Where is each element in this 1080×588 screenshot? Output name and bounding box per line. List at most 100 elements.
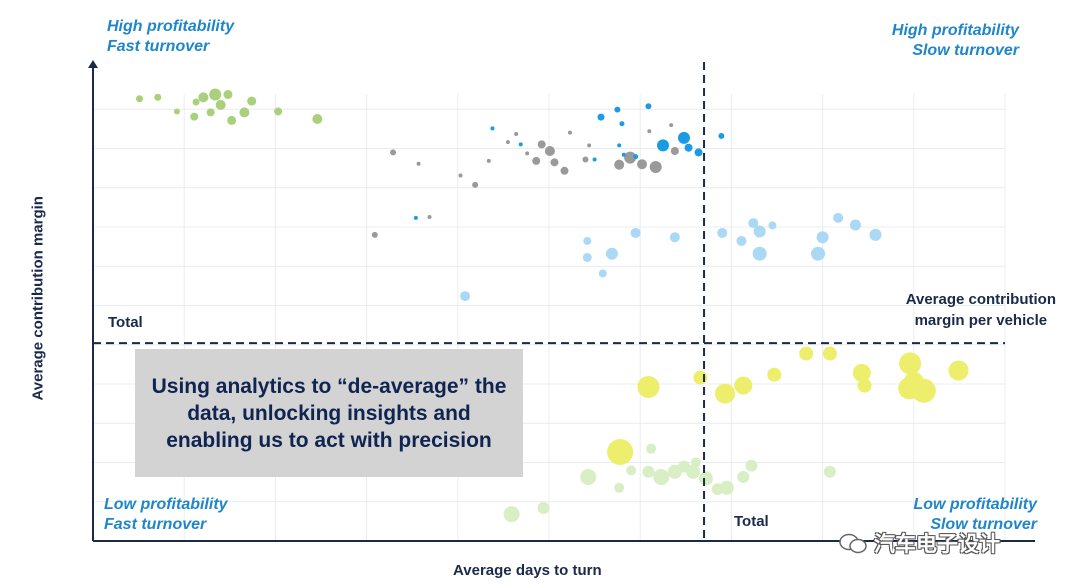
watermark-text: 汽车电子设计 bbox=[874, 533, 1000, 556]
data-point bbox=[693, 370, 708, 385]
data-point bbox=[684, 143, 693, 152]
data-point bbox=[948, 360, 969, 381]
data-point bbox=[799, 346, 814, 361]
data-point bbox=[657, 139, 669, 152]
data-point bbox=[617, 143, 622, 148]
data-point bbox=[605, 247, 618, 260]
data-point bbox=[833, 212, 844, 223]
data-point bbox=[274, 107, 283, 116]
reference-lines bbox=[93, 62, 1005, 541]
data-point bbox=[209, 88, 222, 101]
data-point bbox=[633, 154, 639, 160]
data-point bbox=[637, 159, 648, 170]
data-point bbox=[670, 147, 679, 156]
quadrant-label-bottom-right: Low profitability Slow turnover bbox=[913, 495, 1037, 535]
data-point bbox=[312, 113, 323, 124]
data-point bbox=[390, 149, 397, 156]
data-point bbox=[192, 98, 200, 106]
annotation-line: Average contribution bbox=[905, 291, 1056, 308]
data-point bbox=[737, 470, 750, 483]
data-point bbox=[669, 123, 674, 128]
data-point bbox=[637, 375, 660, 398]
quadrant-label-line: Slow turnover bbox=[930, 516, 1037, 533]
data-point bbox=[215, 99, 226, 110]
data-point bbox=[614, 159, 625, 170]
data-point bbox=[239, 107, 250, 118]
data-point bbox=[413, 215, 418, 220]
data-point bbox=[745, 459, 758, 472]
data-point bbox=[849, 219, 861, 231]
y-axis-title: Average contribution margin bbox=[29, 196, 47, 401]
data-point bbox=[582, 156, 589, 163]
data-point bbox=[649, 161, 662, 174]
x-axis-title: Average days to turn bbox=[453, 562, 602, 579]
quadrant-label-line: High profitability bbox=[891, 22, 1019, 39]
data-point bbox=[811, 246, 826, 261]
data-point bbox=[560, 166, 569, 175]
data-point bbox=[767, 367, 782, 382]
data-point bbox=[899, 352, 922, 375]
data-point bbox=[753, 225, 766, 238]
annotation-line: margin per vehicle bbox=[914, 312, 1048, 329]
data-point bbox=[537, 502, 550, 515]
data-point bbox=[715, 383, 736, 404]
data-point bbox=[645, 103, 652, 110]
data-point bbox=[582, 252, 592, 262]
quadrant-label-bottom-left: Low profitability Fast turnover bbox=[104, 495, 228, 535]
data-point bbox=[136, 95, 144, 103]
data-point bbox=[694, 148, 703, 157]
data-point bbox=[567, 130, 572, 135]
data-point bbox=[630, 227, 641, 238]
data-point bbox=[857, 378, 872, 393]
data-point bbox=[621, 152, 626, 157]
data-point bbox=[752, 246, 767, 261]
data-point bbox=[173, 108, 180, 115]
total-vertical-label: Total bbox=[734, 513, 769, 530]
data-point bbox=[624, 151, 637, 164]
data-point bbox=[592, 157, 597, 162]
data-point bbox=[607, 438, 634, 465]
quadrant-label-top-right: High profitability Slow turnover bbox=[892, 21, 1019, 61]
data-point bbox=[717, 227, 728, 238]
data-point bbox=[597, 113, 605, 121]
quadrant-label-line: Slow turnover bbox=[912, 42, 1019, 59]
data-point bbox=[525, 151, 530, 156]
data-point bbox=[736, 235, 747, 246]
data-point bbox=[642, 465, 655, 478]
insight-callout-text: Using analytics to “de-average” the data… bbox=[151, 374, 507, 452]
data-point bbox=[748, 218, 759, 229]
data-point bbox=[544, 146, 555, 157]
data-point bbox=[580, 468, 597, 485]
data-point bbox=[486, 158, 491, 163]
data-point bbox=[698, 471, 713, 486]
data-point bbox=[898, 377, 921, 400]
quadrant-label-line: High profitability bbox=[107, 18, 235, 35]
watermark: 汽车电子设计 bbox=[838, 528, 1000, 558]
insight-callout-box: Using analytics to “de-average” the data… bbox=[135, 349, 523, 477]
data-point bbox=[223, 89, 233, 99]
data-point bbox=[614, 106, 621, 113]
data-point bbox=[505, 140, 510, 145]
data-point bbox=[514, 132, 519, 137]
data-point bbox=[852, 363, 871, 382]
data-point bbox=[460, 291, 471, 302]
data-point bbox=[247, 96, 257, 106]
data-point bbox=[619, 121, 625, 127]
data-point bbox=[718, 132, 725, 139]
data-point bbox=[537, 140, 546, 149]
quadrant-label-line: Low profitability bbox=[104, 496, 228, 513]
data-point bbox=[458, 173, 463, 178]
data-point bbox=[690, 457, 701, 468]
data-point bbox=[490, 126, 495, 131]
y-axis-arrow bbox=[88, 60, 98, 68]
data-point bbox=[646, 443, 657, 454]
data-points bbox=[136, 88, 969, 523]
data-point bbox=[206, 108, 215, 117]
data-point bbox=[822, 346, 837, 361]
data-point bbox=[583, 236, 592, 245]
data-point bbox=[371, 231, 378, 238]
data-point bbox=[550, 158, 559, 167]
data-point bbox=[869, 228, 882, 241]
data-point bbox=[427, 214, 432, 219]
quadrant-label-top-left: High profitability Fast turnover bbox=[107, 17, 234, 57]
